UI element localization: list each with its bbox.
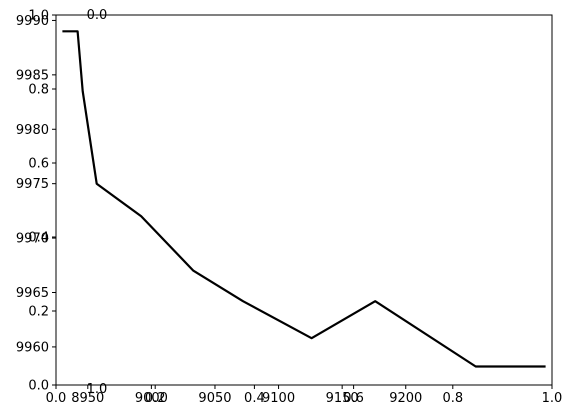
tick-layer: 9960 9965 9970 9975 9980 9985 9990 8950 9000 9050… bbox=[16, 8, 562, 406]
y-tick-label: 9980 bbox=[16, 123, 49, 138]
x-tick-label: 9150 bbox=[326, 391, 359, 406]
overlay-x-tick-label: 0.6 bbox=[343, 391, 364, 406]
overlay-y-tick-label: 0.2 bbox=[28, 305, 49, 320]
y-tick-label: 9975 bbox=[16, 177, 49, 192]
y-tick-label: 9960 bbox=[16, 340, 49, 355]
overlay-y-tick-label: 0.8 bbox=[28, 83, 49, 98]
x-tick-label: 8950 bbox=[71, 391, 104, 406]
y-tick-label: 9985 bbox=[16, 68, 49, 83]
overlay-axis-label: 1.0 bbox=[87, 382, 108, 397]
x-tick-label: 9000 bbox=[135, 391, 168, 406]
overlay-y-tick-label: 1.0 bbox=[28, 9, 49, 24]
overlay-y-tick-label: 0.6 bbox=[28, 157, 49, 172]
overlay-x-tick-label: 1.0 bbox=[542, 391, 563, 406]
y-tick-label: 9970 bbox=[16, 232, 49, 247]
overlay-x-tick-label: 0.4 bbox=[244, 391, 265, 406]
overlay-x-tick-label: 0.8 bbox=[442, 391, 463, 406]
overlay-x-tick-label: 0.2 bbox=[145, 391, 166, 406]
x-tick-label: 9200 bbox=[389, 391, 422, 406]
plot-area-frame bbox=[55, 14, 553, 386]
x-tick-label: 9050 bbox=[198, 391, 231, 406]
overlay-x-tick-label: 0.0 bbox=[46, 391, 67, 406]
overlay-y-tick-label: 0.4 bbox=[28, 231, 49, 246]
y-tick-label: 9965 bbox=[16, 286, 49, 301]
overlay-y-tick-label: 0.0 bbox=[28, 379, 49, 394]
series-line bbox=[62, 30, 546, 368]
x-tick-label: 9100 bbox=[262, 391, 295, 406]
y-tick-label: 9990 bbox=[16, 14, 49, 29]
overlay-top-tick-label: 0.0 bbox=[87, 8, 108, 23]
series-layer bbox=[62, 30, 546, 368]
